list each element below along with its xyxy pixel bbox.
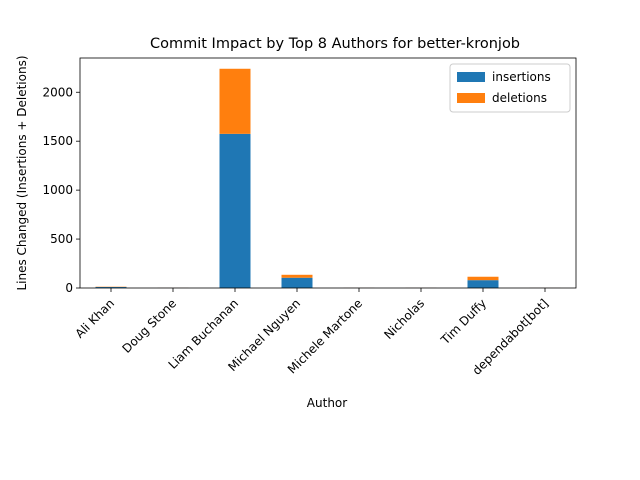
legend-label-insertions: insertions [492,70,551,84]
bar-deletions-2 [219,68,251,134]
legend: insertions deletions [449,63,571,113]
legend-swatch-deletions [457,93,485,103]
legend-label-deletions: deletions [492,91,547,105]
bar-deletions-3 [281,274,313,278]
chart-title: Commit Impact by Top 8 Authors for bette… [150,36,520,52]
x-axis-label: Author [307,396,347,410]
legend-swatch-insertions [457,72,485,82]
y-axis-label: Lines Changed (Insertions + Deletions) [15,55,29,290]
y-tick-label: 1500 [42,134,73,148]
plot-frame [79,57,577,289]
bar-insertions-0 [95,287,127,288]
y-tick-label: 1000 [42,183,73,197]
y-tick-label: 2000 [42,85,73,99]
bar-deletions-6 [467,276,499,281]
bar-insertions-3 [281,277,313,288]
bar-insertions-6 [467,280,499,288]
y-tick-label: 500 [50,232,73,246]
y-axis: 0 500 1000 1500 2000 [42,85,80,295]
bar-insertions-2 [219,133,251,288]
y-tick-label: 0 [65,281,73,295]
bars-group [95,68,561,288]
